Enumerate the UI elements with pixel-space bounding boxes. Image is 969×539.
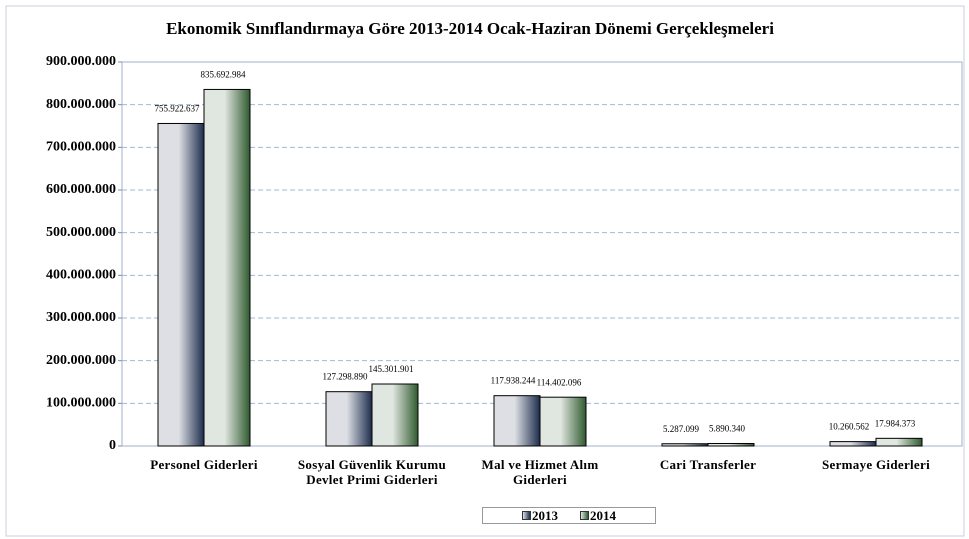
- value-label: 10.260.562: [829, 422, 870, 432]
- x-tick-label: Cari Transferler: [659, 457, 757, 472]
- y-tick-label: 300.000.000: [46, 310, 116, 325]
- value-label: 114.402.096: [537, 377, 582, 387]
- value-label: 127.298.890: [323, 372, 369, 382]
- y-tick-label: 100.000.000: [46, 396, 116, 411]
- bar: [661, 443, 709, 447]
- value-label: 5.287.099: [663, 424, 700, 434]
- bar: [371, 383, 419, 447]
- x-tick-label: Mal ve Hizmet Alım Giderleri: [481, 457, 599, 487]
- y-tick-label: 500.000.000: [46, 225, 116, 240]
- legend-key: [580, 511, 589, 520]
- bar: [157, 122, 205, 447]
- x-tick-label: Sosyal Güvenlik Kurumu Devlet Primi Gide…: [297, 457, 447, 487]
- bar: [203, 88, 251, 447]
- y-tick-label: 800.000.000: [46, 97, 116, 112]
- legend-label: 2013: [532, 508, 558, 523]
- y-tick-label: 700.000.000: [46, 140, 116, 155]
- y-tick-label: 900.000.000: [46, 54, 116, 69]
- value-label: 117.938.244: [491, 376, 536, 386]
- value-label: 755.922.637: [155, 104, 201, 114]
- bar: [829, 441, 877, 447]
- y-tick-label: 0: [109, 438, 116, 453]
- bar: [493, 395, 541, 447]
- value-label: 17.984.373: [875, 418, 916, 428]
- value-label: 835.692.984: [201, 70, 247, 80]
- bar: [539, 396, 587, 447]
- legend-item: 2014: [580, 508, 616, 523]
- legend-item: 2013: [522, 508, 558, 523]
- y-tick-label: 400.000.000: [46, 268, 116, 283]
- bar: [707, 442, 755, 447]
- y-tick-label: 200.000.000: [46, 353, 116, 368]
- legend-key: [522, 511, 531, 520]
- value-label: 5.890.340: [709, 424, 746, 434]
- bar: [875, 437, 923, 447]
- x-tick-label: Sermaye Giderleri: [822, 457, 930, 472]
- chart-border: [5, 5, 965, 537]
- value-label: 145.301.901: [369, 364, 414, 374]
- y-tick-label: 600.000.000: [46, 182, 116, 197]
- legend-label: 2014: [590, 508, 616, 523]
- bar: [325, 391, 373, 447]
- chart-title: Ekonomik Sınıflandırmaya Göre 2013-2014 …: [166, 19, 774, 38]
- legend: 2013 2014: [482, 507, 656, 524]
- x-tick-label: Personel Giderleri: [150, 457, 258, 472]
